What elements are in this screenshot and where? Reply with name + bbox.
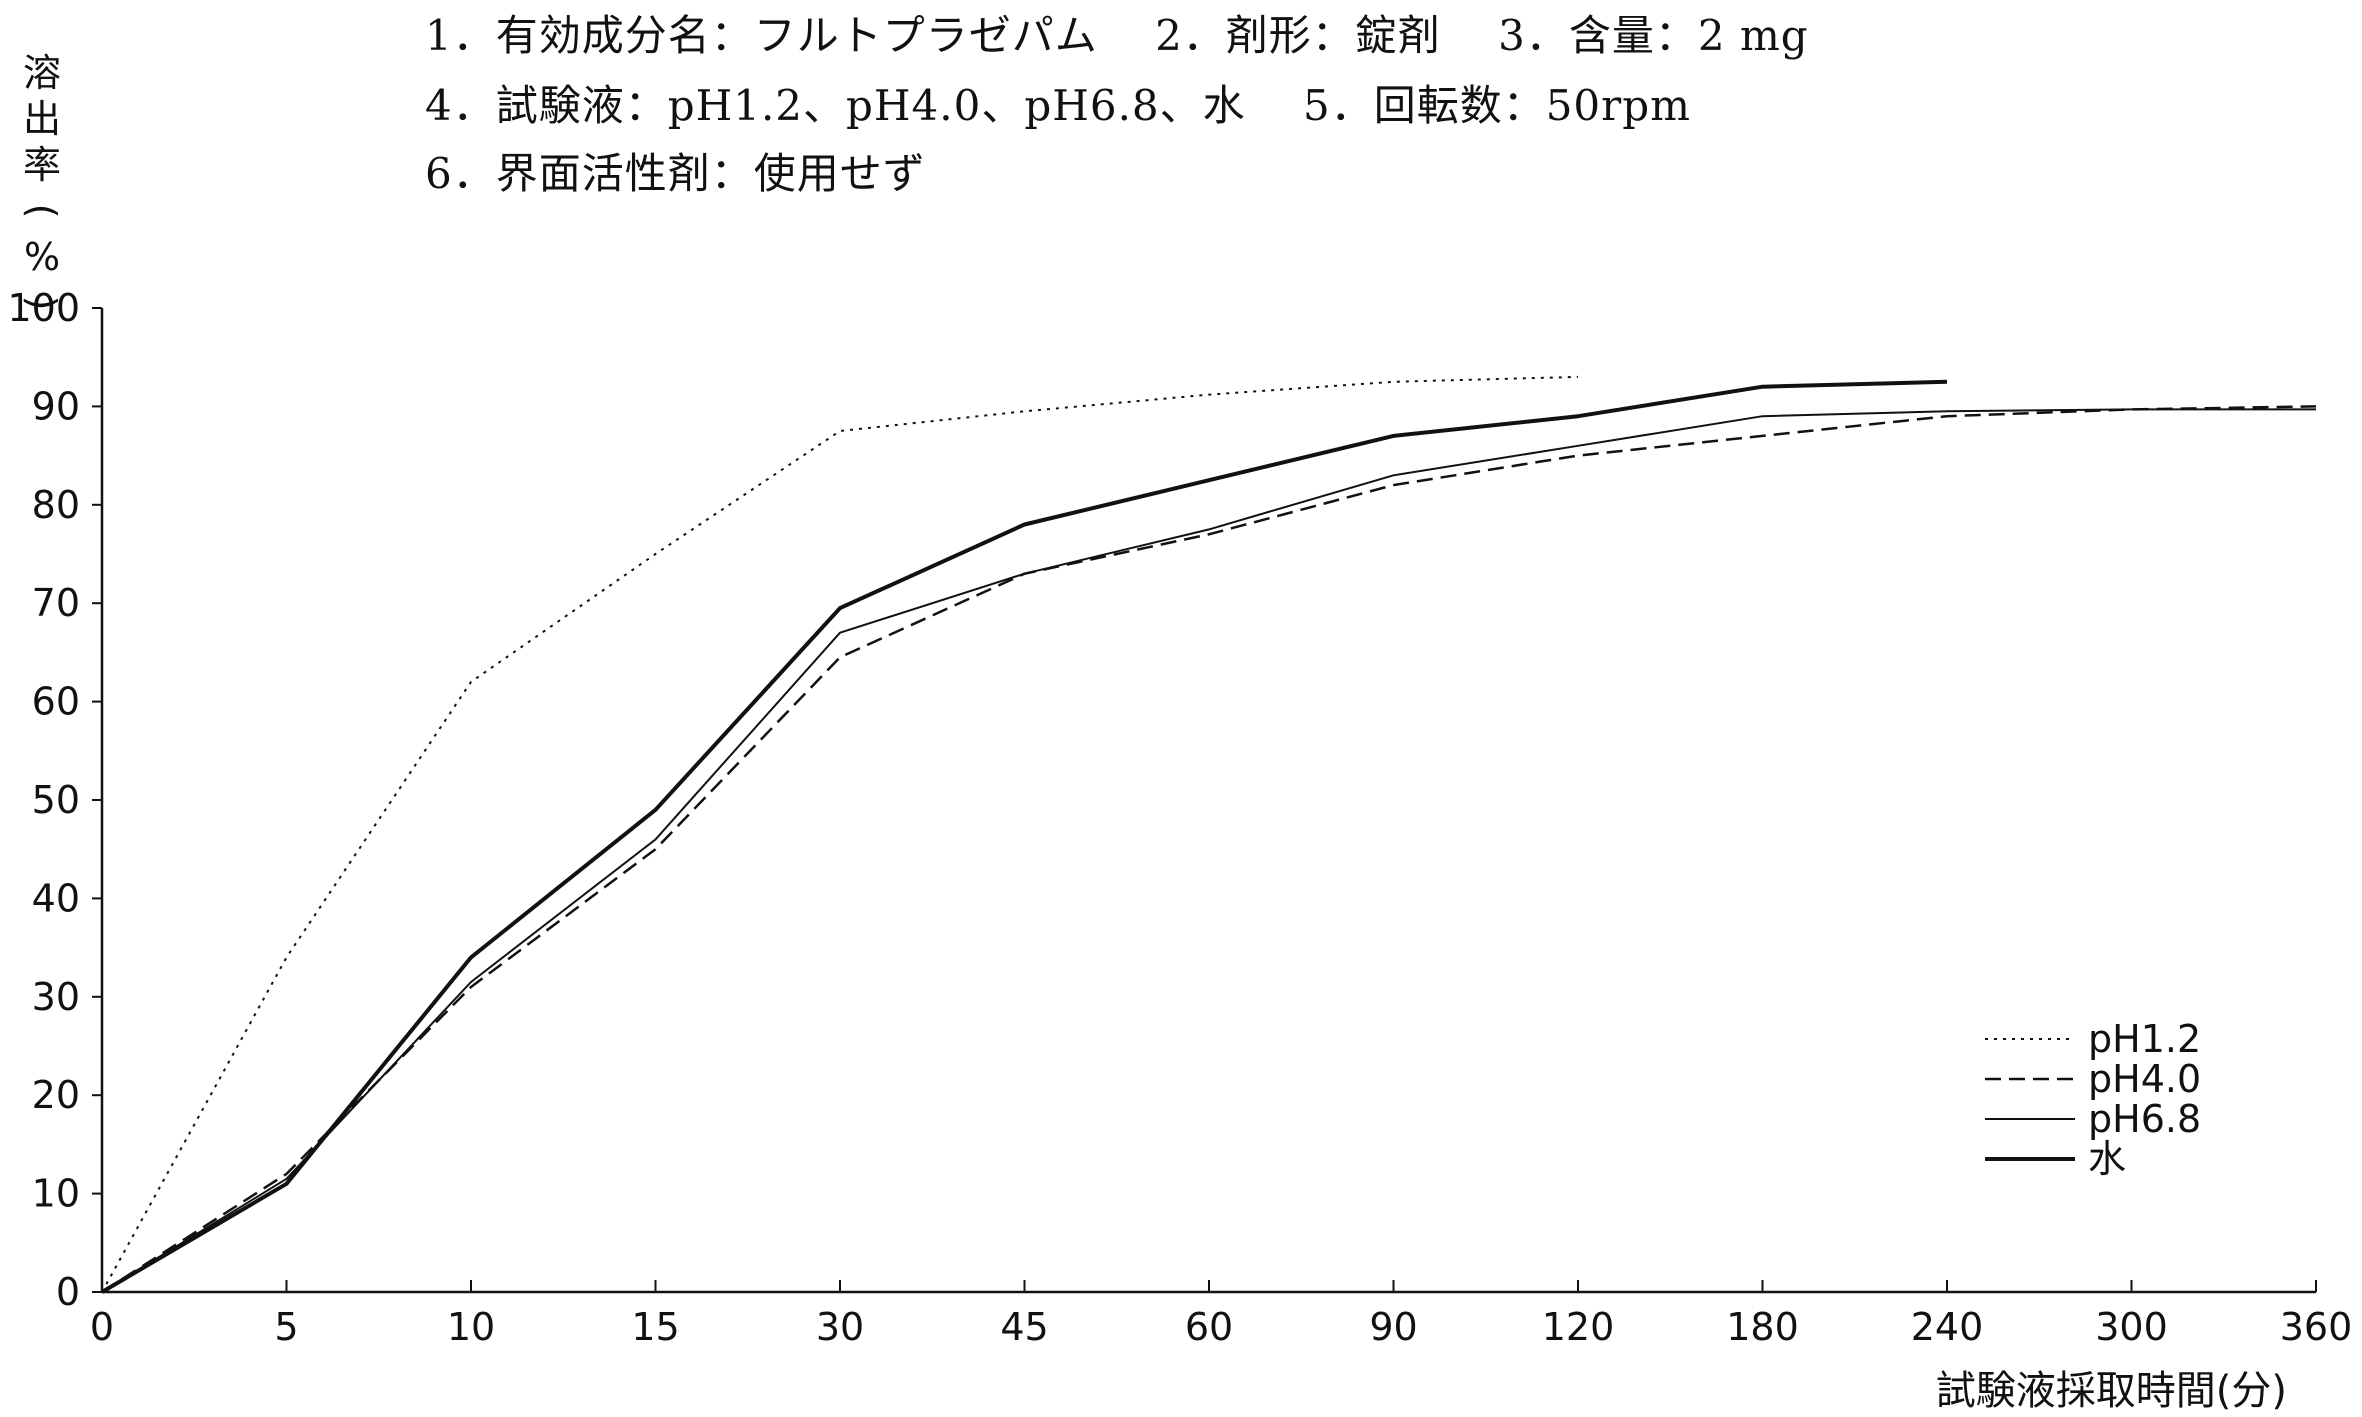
x-tick-label: 45 [1000, 1305, 1048, 1349]
legend-label: pH6.8 [2088, 1097, 2201, 1141]
y-axis-title-char: 出 [22, 97, 61, 141]
legend-label: pH1.2 [2088, 1017, 2201, 1061]
header-line-3: 6．界面活性剤：使用せず [425, 149, 926, 198]
y-tick-label: 50 [32, 778, 80, 822]
x-tick-label: 5 [274, 1305, 298, 1349]
series-line-2 [101, 405, 2317, 1294]
series-line-3 [101, 408, 2316, 1293]
y-tick-label: 30 [32, 975, 80, 1019]
x-tick-label: 90 [1369, 1305, 1417, 1349]
legend-label: pH4.0 [2088, 1057, 2201, 1101]
y-tick-label: 60 [32, 680, 80, 724]
x-tick-label: 120 [1542, 1305, 1615, 1349]
x-tick-label: 180 [1726, 1305, 1799, 1349]
y-tick-label: 90 [32, 384, 80, 428]
series-lines [100, 375, 2317, 1294]
x-tick-label: 0 [90, 1305, 114, 1349]
legend-label: 水 [2088, 1137, 2126, 1181]
x-tick-label: 15 [631, 1305, 679, 1349]
series-line-1 [101, 375, 1579, 1293]
x-tick-label: 60 [1185, 1305, 1233, 1349]
y-tick-label: 80 [32, 483, 80, 527]
x-tick-label: 300 [2095, 1305, 2168, 1349]
y-axis-title-char: 率 [22, 143, 61, 187]
x-ticks: 0 5 10 15 30 45 60 90 120 180 240 300 360 [90, 1280, 2352, 1349]
header-line-2: 4．試験液：pH1.2、pH4.0、pH6.8、水 5．回転数：50rpm [425, 81, 1691, 130]
x-tick-label: 10 [447, 1305, 495, 1349]
x-tick-label: 30 [816, 1305, 864, 1349]
y-tick-label: 0 [56, 1270, 80, 1314]
header-line-1: 1．有効成分名：フルトプラゼパム 2．剤形：錠剤 3．含量：2 mg [425, 11, 1809, 60]
y-tick-label: 10 [32, 1172, 80, 1216]
axes [100, 308, 2316, 1294]
y-axis-title: 溶出率(%) [12, 50, 72, 326]
y-axis-title-char: 溶 [22, 51, 61, 95]
x-tick-label: 240 [1911, 1305, 1984, 1349]
series-line-4 [100, 379, 1948, 1294]
y-tick-label: 20 [32, 1073, 80, 1117]
y-tick-label: 40 [32, 876, 80, 920]
y-tick-label: 100 [7, 286, 80, 330]
x-tick-label: 360 [2280, 1305, 2353, 1349]
y-ticks: 0 10 20 30 40 50 60 70 80 90 100 [7, 286, 102, 1314]
x-axis-title: 試験液採取時間(分) [1936, 1368, 2287, 1414]
y-tick-label: 70 [32, 581, 80, 625]
y-axis-title-char: % [23, 235, 61, 279]
